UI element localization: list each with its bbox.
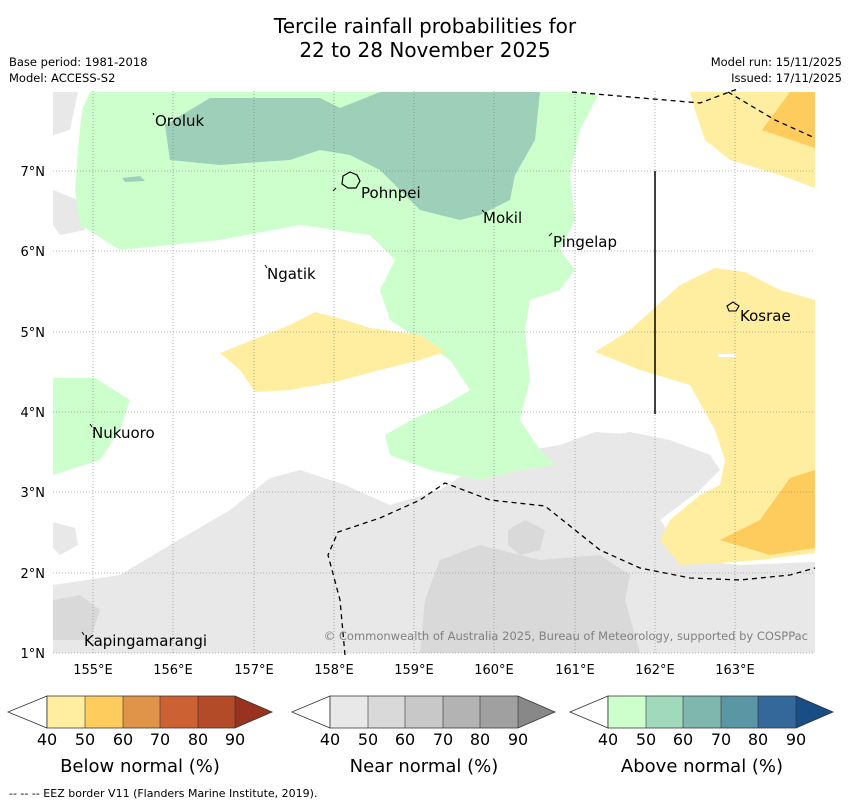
pohnpei-island-shape bbox=[341, 171, 361, 189]
legend-tick: 50 bbox=[358, 730, 378, 749]
place-label: Kapingamarangi bbox=[84, 632, 207, 650]
issued-date: Issued: 17/11/2025 bbox=[731, 71, 842, 85]
legend-tick: 70 bbox=[711, 730, 731, 749]
place-label: Pohnpei bbox=[361, 184, 421, 202]
lon-tick-label: 159°E bbox=[394, 663, 434, 678]
legend-swatch bbox=[683, 696, 721, 728]
legend-tick: 80 bbox=[188, 730, 208, 749]
legend-swatch bbox=[160, 696, 198, 728]
legend-title-above: Above normal (%) bbox=[621, 756, 783, 777]
lat-tick-label: 6°N bbox=[21, 245, 46, 260]
legend-swatch bbox=[85, 696, 123, 728]
legend-swatch bbox=[368, 696, 405, 728]
place-label: Oroluk bbox=[155, 112, 204, 130]
legend-swatch bbox=[721, 696, 758, 728]
lat-tick-labels: 7°N 6°N 5°N 4°N 3°N 2°N 1°N bbox=[21, 165, 46, 662]
legend-tick: 80 bbox=[748, 730, 768, 749]
below-normal-region bbox=[220, 312, 445, 392]
legend-swatch bbox=[608, 696, 646, 728]
lat-tick-label: 3°N bbox=[21, 486, 46, 501]
legend-swatch bbox=[405, 696, 443, 728]
graticule bbox=[53, 91, 815, 654]
legend-swatch bbox=[235, 696, 272, 728]
legend-tick: 70 bbox=[433, 730, 453, 749]
legend-tick: 60 bbox=[395, 730, 415, 749]
lon-tick-label: 157°E bbox=[234, 663, 274, 678]
legend-tick: 90 bbox=[786, 730, 806, 749]
copyright-text: © Commonwealth of Australia 2025, Bureau… bbox=[324, 629, 808, 643]
lon-tick-label: 163°E bbox=[715, 663, 755, 678]
legend-titles: Below normal (%) Near normal (%) Above n… bbox=[60, 756, 783, 777]
lat-tick-label: 5°N bbox=[21, 326, 46, 341]
place-label: Mokil bbox=[483, 209, 522, 227]
eez-border bbox=[327, 87, 816, 656]
legend-title-below: Below normal (%) bbox=[60, 756, 220, 777]
lon-tick-label: 156°E bbox=[153, 663, 193, 678]
near-normal-mid-region bbox=[420, 545, 640, 653]
legend-tick: 40 bbox=[598, 730, 618, 749]
lon-tick-label: 160°E bbox=[474, 663, 514, 678]
lat-tick-label: 7°N bbox=[21, 165, 46, 180]
legend-tick: 90 bbox=[225, 730, 245, 749]
lat-tick-label: 2°N bbox=[21, 567, 46, 582]
place-label: Pingelap bbox=[553, 233, 617, 251]
atoll-markers bbox=[81, 112, 553, 636]
legend-tick: 90 bbox=[508, 730, 528, 749]
above-normal-mid-region bbox=[165, 92, 540, 220]
title-line-2: 22 to 28 November 2025 bbox=[299, 38, 551, 62]
legend-above-normal bbox=[568, 695, 835, 729]
eez-footnote: -- -- -- EEZ border V11 (Flanders Marine… bbox=[9, 787, 317, 800]
legend-tick: 40 bbox=[37, 730, 57, 749]
legend-tick: 60 bbox=[113, 730, 133, 749]
legend-near-normal bbox=[290, 695, 557, 729]
legend-tick-labels: 40 50 60 70 80 90 40 50 60 70 80 90 40 5… bbox=[37, 730, 806, 749]
kosrae-island-shape bbox=[726, 301, 740, 312]
legend-swatch bbox=[796, 696, 833, 728]
lon-tick-label: 158°E bbox=[314, 663, 354, 678]
legend-tick: 80 bbox=[470, 730, 490, 749]
legend-tick: 70 bbox=[150, 730, 170, 749]
legend-swatch bbox=[480, 696, 518, 728]
place-label: Nukuoro bbox=[92, 424, 155, 442]
place-label: Kosrae bbox=[740, 307, 791, 325]
legend-swatch bbox=[518, 696, 555, 728]
lon-tick-labels: 155°E 156°E 157°E 158°E 159°E 160°E 161°… bbox=[73, 663, 755, 678]
legend-tick: 50 bbox=[636, 730, 656, 749]
lat-tick-label: 1°N bbox=[21, 647, 46, 662]
model-name: Model: ACCESS-S2 bbox=[9, 71, 116, 85]
probability-regions bbox=[53, 92, 815, 653]
legend-tick: 40 bbox=[320, 730, 340, 749]
legend-below-normal bbox=[6, 695, 274, 729]
lon-tick-label: 161°E bbox=[555, 663, 595, 678]
lat-tick-label: 4°N bbox=[21, 406, 46, 421]
legend-swatch bbox=[758, 696, 796, 728]
place-label: Ngatik bbox=[267, 265, 316, 283]
legend-swatch bbox=[330, 696, 368, 728]
legend-swatch bbox=[443, 696, 480, 728]
lon-tick-label: 162°E bbox=[635, 663, 675, 678]
place-labels: Oroluk Pohnpei Mokil Pingelap Ngatik Kos… bbox=[84, 112, 791, 650]
legend-swatch bbox=[646, 696, 683, 728]
lon-tick-label: 155°E bbox=[73, 663, 113, 678]
legend-tick: 50 bbox=[75, 730, 95, 749]
title-line-1: Tercile rainfall probabilities for bbox=[273, 14, 577, 38]
legend-swatch bbox=[123, 696, 160, 728]
legend-title-near: Near normal (%) bbox=[350, 756, 499, 777]
legend-tick: 60 bbox=[673, 730, 693, 749]
model-run: Model run: 15/11/2025 bbox=[710, 55, 842, 69]
legend-swatch bbox=[47, 696, 85, 728]
base-period: Base period: 1981-2018 bbox=[9, 55, 148, 69]
legend-swatch bbox=[198, 696, 235, 728]
